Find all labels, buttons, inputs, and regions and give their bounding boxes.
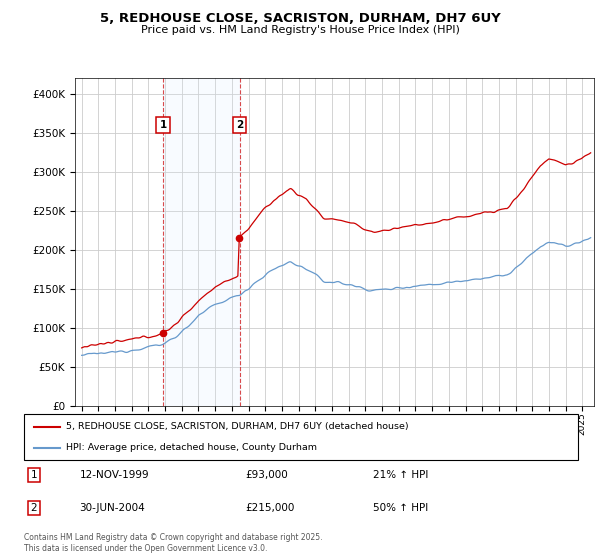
Text: 2: 2 [31, 503, 37, 513]
Text: 12-NOV-1999: 12-NOV-1999 [79, 470, 149, 480]
Text: 5, REDHOUSE CLOSE, SACRISTON, DURHAM, DH7 6UY (detached house): 5, REDHOUSE CLOSE, SACRISTON, DURHAM, DH… [65, 422, 408, 431]
Text: £215,000: £215,000 [246, 503, 295, 513]
Text: 50% ↑ HPI: 50% ↑ HPI [373, 503, 428, 513]
FancyBboxPatch shape [24, 414, 578, 460]
Text: £93,000: £93,000 [246, 470, 289, 480]
Bar [163, 78, 239, 406]
Text: 30-JUN-2004: 30-JUN-2004 [79, 503, 145, 513]
Text: 1: 1 [160, 120, 167, 130]
Text: 5, REDHOUSE CLOSE, SACRISTON, DURHAM, DH7 6UY: 5, REDHOUSE CLOSE, SACRISTON, DURHAM, DH… [100, 12, 500, 25]
Text: HPI: Average price, detached house, County Durham: HPI: Average price, detached house, Coun… [65, 444, 317, 452]
Text: 1: 1 [31, 470, 37, 480]
Text: 2: 2 [236, 120, 243, 130]
Text: Price paid vs. HM Land Registry's House Price Index (HPI): Price paid vs. HM Land Registry's House … [140, 25, 460, 35]
Text: 21% ↑ HPI: 21% ↑ HPI [373, 470, 428, 480]
Text: Contains HM Land Registry data © Crown copyright and database right 2025.
This d: Contains HM Land Registry data © Crown c… [24, 533, 323, 553]
